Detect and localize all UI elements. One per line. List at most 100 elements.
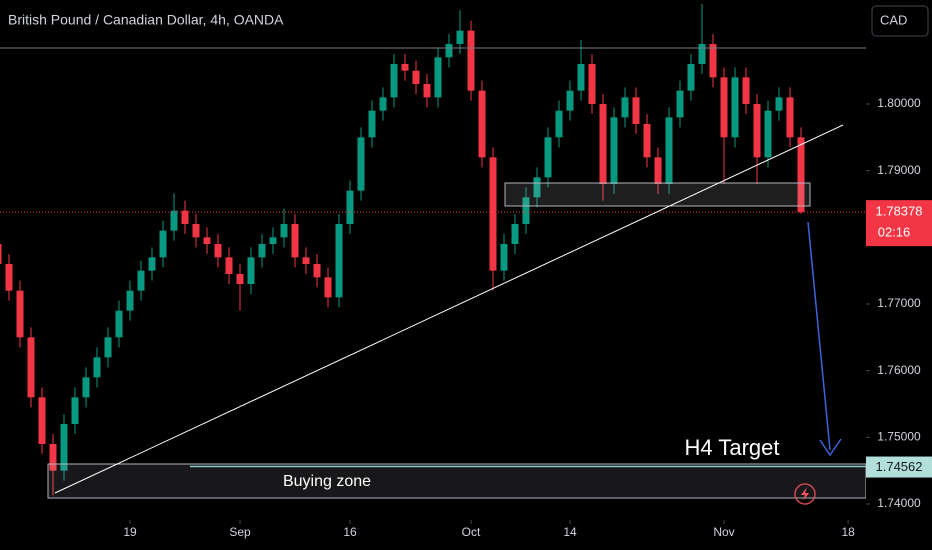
arrow-head <box>819 438 842 457</box>
candle-body <box>676 90 684 118</box>
candle-body <box>423 84 431 98</box>
candle-body <box>753 104 761 158</box>
candle-body <box>555 110 563 138</box>
arrow-shaft <box>807 221 831 451</box>
axis-layer: 1.740001.750001.760001.770001.780001.790… <box>123 96 932 539</box>
trend-line <box>54 124 844 494</box>
candle-body <box>5 264 13 291</box>
candle-body <box>16 290 24 338</box>
last-price-label: 1.78378 <box>876 204 923 219</box>
candle-body <box>236 274 244 284</box>
candle-body <box>148 257 156 271</box>
candle-body <box>137 270 145 291</box>
resistance-box <box>504 182 811 207</box>
candle-body <box>731 77 739 138</box>
candle-body <box>192 224 200 238</box>
x-tick-label: 14 <box>563 525 577 539</box>
candle-body <box>544 137 552 178</box>
candle-body <box>214 244 222 258</box>
candle-body <box>456 30 464 44</box>
candle-body <box>511 224 519 244</box>
candle-body <box>159 230 167 258</box>
target-label: H4 Target <box>685 435 780 460</box>
candle-body <box>335 224 343 298</box>
x-tick-label: Sep <box>229 525 251 539</box>
x-tick-label: 16 <box>343 525 357 539</box>
candle-body <box>588 64 596 104</box>
candle-body <box>324 277 332 298</box>
candle-body <box>434 57 442 98</box>
y-tick-label: 1.77000 <box>877 296 921 310</box>
candle-body <box>467 30 475 91</box>
candle-body <box>93 357 101 378</box>
alert-bolt <box>801 487 809 501</box>
candle-body <box>203 237 211 244</box>
currency-button[interactable] <box>871 5 929 37</box>
candle-body <box>49 444 57 471</box>
y-tick-label: 1.79000 <box>877 163 921 177</box>
candle-body <box>0 244 2 264</box>
candle-body <box>181 210 189 224</box>
candle-body <box>445 44 453 58</box>
candle-body <box>654 157 662 184</box>
zone-label: Buying zone <box>283 473 371 490</box>
candle-body <box>610 117 618 184</box>
y-tick-label: 1.74000 <box>877 496 921 510</box>
candle-body <box>412 70 420 84</box>
candle-body <box>104 337 112 358</box>
candle-body <box>687 64 695 91</box>
target-badge <box>866 456 932 478</box>
plot-area <box>0 4 866 496</box>
candle-body <box>775 97 783 111</box>
alert-icon <box>794 483 816 505</box>
candle-body <box>82 377 90 398</box>
candle-body <box>709 44 717 78</box>
candle-body <box>357 137 365 191</box>
candle-body <box>500 244 508 271</box>
candle-body <box>368 110 376 138</box>
candle-body <box>401 64 409 71</box>
candle-body <box>577 64 585 91</box>
candle-body <box>60 424 68 471</box>
candle-body <box>720 77 728 138</box>
y-tick-label: 1.75000 <box>877 430 921 444</box>
last-price-badge <box>866 200 932 247</box>
candle-body <box>764 110 772 158</box>
candle-body <box>698 44 706 64</box>
candle-body <box>38 397 46 444</box>
countdown: 02:16 <box>878 225 911 240</box>
candle-body <box>621 97 629 118</box>
candle-body <box>115 310 123 338</box>
candle-body <box>533 177 541 198</box>
candle-body <box>599 104 607 184</box>
candle-body <box>280 224 288 238</box>
candle-body <box>478 90 486 158</box>
y-tick-label: 1.76000 <box>877 363 921 377</box>
candle-body <box>665 117 673 184</box>
candle-body <box>797 137 805 213</box>
candle-body <box>742 77 750 104</box>
candle-body <box>170 210 178 231</box>
candle-body <box>643 124 651 158</box>
candle-body <box>247 257 255 284</box>
candle-body <box>71 397 79 424</box>
target-price-label: 1.74562 <box>876 459 923 474</box>
x-tick-label: Oct <box>462 525 481 539</box>
currency[interactable]: CAD <box>880 12 907 27</box>
chart-title: British Pound / Canadian Dollar, 4h, OAN… <box>8 12 284 28</box>
buying-zone-box <box>47 463 867 499</box>
candle-body <box>27 337 35 398</box>
candle-body <box>632 97 640 124</box>
candle-body <box>390 64 398 98</box>
x-tick-label: 19 <box>123 525 137 539</box>
candle-body <box>258 244 266 258</box>
candle-body <box>225 257 233 274</box>
candle-body <box>291 224 299 258</box>
candle-body <box>566 90 574 111</box>
x-tick-label: Nov <box>713 525 734 539</box>
candle-body <box>346 190 354 224</box>
candle-body <box>269 237 277 244</box>
